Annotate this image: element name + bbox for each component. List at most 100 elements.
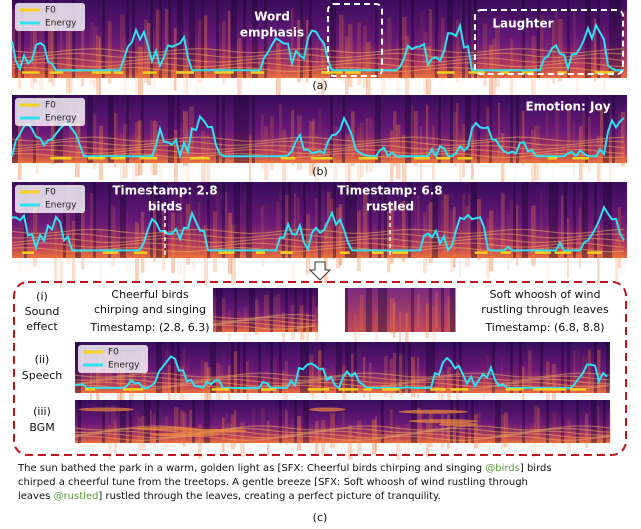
spectral-column bbox=[33, 95, 36, 163]
spectral-column bbox=[303, 400, 306, 443]
spectral-column bbox=[624, 112, 627, 167]
spectral-column bbox=[501, 193, 505, 255]
spectral-column bbox=[591, 372, 595, 414]
spectral-column bbox=[396, 425, 401, 460]
spectrogram bbox=[345, 288, 456, 350]
spectral-column bbox=[138, 417, 141, 453]
spectral-column bbox=[375, 310, 379, 346]
spectral-column bbox=[552, 124, 556, 180]
spectral-column bbox=[357, 22, 362, 86]
spectral-column bbox=[99, 37, 102, 101]
spectral-column bbox=[516, 95, 519, 163]
spectral-column bbox=[36, 119, 39, 174]
spectral-column bbox=[333, 126, 338, 182]
spectral-column bbox=[483, 23, 488, 87]
spectral-column bbox=[486, 107, 491, 162]
legend-label: Energy bbox=[108, 361, 140, 371]
spectral-column bbox=[462, 0, 465, 78]
spectral-column bbox=[192, 400, 195, 443]
spectral-column bbox=[315, 133, 319, 188]
spectral-column bbox=[516, 204, 519, 266]
spectral-column bbox=[90, 22, 95, 85]
spectral-column bbox=[108, 425, 112, 460]
spectral-column bbox=[300, 305, 305, 341]
spectral-column bbox=[594, 18, 597, 82]
spectral-column bbox=[291, 304, 296, 340]
spectral-column bbox=[72, 0, 75, 78]
spectral-column bbox=[522, 182, 525, 258]
spectral-column bbox=[375, 95, 378, 163]
spectral-column bbox=[204, 400, 207, 443]
spectral-column bbox=[369, 362, 372, 404]
spectral-column bbox=[453, 288, 456, 332]
spectral-column bbox=[309, 423, 313, 459]
bgm-note bbox=[181, 428, 248, 433]
spectral-column bbox=[531, 35, 536, 99]
spectral-column bbox=[216, 0, 219, 78]
spectral-column bbox=[291, 8, 294, 71]
spectral-column bbox=[366, 118, 369, 173]
spectral-column bbox=[189, 409, 193, 445]
spectral-column bbox=[243, 342, 246, 393]
spectral-column bbox=[120, 400, 123, 443]
spectral-column bbox=[474, 182, 477, 258]
spectral-column bbox=[477, 412, 482, 447]
clip-description: chirping and singing bbox=[94, 303, 206, 316]
spectral-column bbox=[393, 111, 397, 166]
spectral-column bbox=[282, 312, 286, 348]
spectral-column bbox=[12, 9, 16, 72]
spectral-column bbox=[552, 364, 557, 405]
spectral-column bbox=[147, 23, 151, 86]
spectral-column bbox=[237, 182, 240, 258]
spectral-column bbox=[345, 36, 349, 99]
spectral-column bbox=[234, 95, 237, 163]
spectral-column bbox=[540, 189, 544, 251]
spectral-column bbox=[216, 189, 220, 251]
annotation: Emotion: Joy bbox=[525, 100, 610, 114]
spectral-column bbox=[132, 132, 137, 187]
spectral-column bbox=[204, 15, 208, 78]
spectral-column bbox=[423, 212, 427, 274]
spectral-column bbox=[18, 125, 22, 180]
legend-label: Energy bbox=[45, 19, 77, 29]
spectral-column bbox=[384, 355, 388, 397]
marker-timestamp: Timestamp: 2.8 bbox=[112, 184, 217, 198]
spectrogram: F0 Energy bbox=[11, 182, 627, 288]
spectral-column bbox=[537, 408, 541, 443]
annotation: Laughter bbox=[492, 17, 553, 31]
spectral-column bbox=[120, 182, 123, 258]
spectral-column bbox=[519, 114, 521, 168]
spectral-column bbox=[108, 95, 111, 163]
spectral-column bbox=[546, 361, 550, 403]
spectral-column bbox=[609, 182, 612, 258]
spectral-column bbox=[390, 130, 394, 186]
spectral-column bbox=[402, 16, 407, 80]
spectral-column bbox=[402, 342, 405, 393]
harmonic bbox=[212, 316, 316, 322]
spectral-column bbox=[321, 189, 325, 251]
spectral-column bbox=[432, 412, 436, 448]
legend: F0 Energy bbox=[15, 3, 85, 31]
spectral-column bbox=[378, 288, 381, 332]
spectral-column bbox=[231, 0, 234, 78]
spectral-column bbox=[432, 342, 435, 393]
spectral-column bbox=[150, 0, 153, 78]
spectral-column bbox=[306, 400, 309, 443]
panel-c-box bbox=[13, 281, 627, 456]
spectral-column bbox=[123, 400, 126, 443]
spectral-column bbox=[90, 95, 93, 163]
spectral-column bbox=[618, 207, 621, 269]
harmonic bbox=[74, 375, 610, 381]
spectral-column bbox=[450, 288, 453, 332]
spectral-column bbox=[63, 182, 66, 258]
spectral-column bbox=[447, 367, 452, 408]
spectral-column bbox=[138, 120, 143, 175]
spectral-column bbox=[357, 420, 362, 455]
spectral-column bbox=[21, 0, 24, 78]
spectral-column bbox=[438, 371, 441, 412]
spectral-column bbox=[291, 220, 296, 282]
spectral-column bbox=[156, 182, 159, 258]
spectral-column bbox=[531, 205, 536, 267]
spectral-column bbox=[354, 314, 357, 350]
